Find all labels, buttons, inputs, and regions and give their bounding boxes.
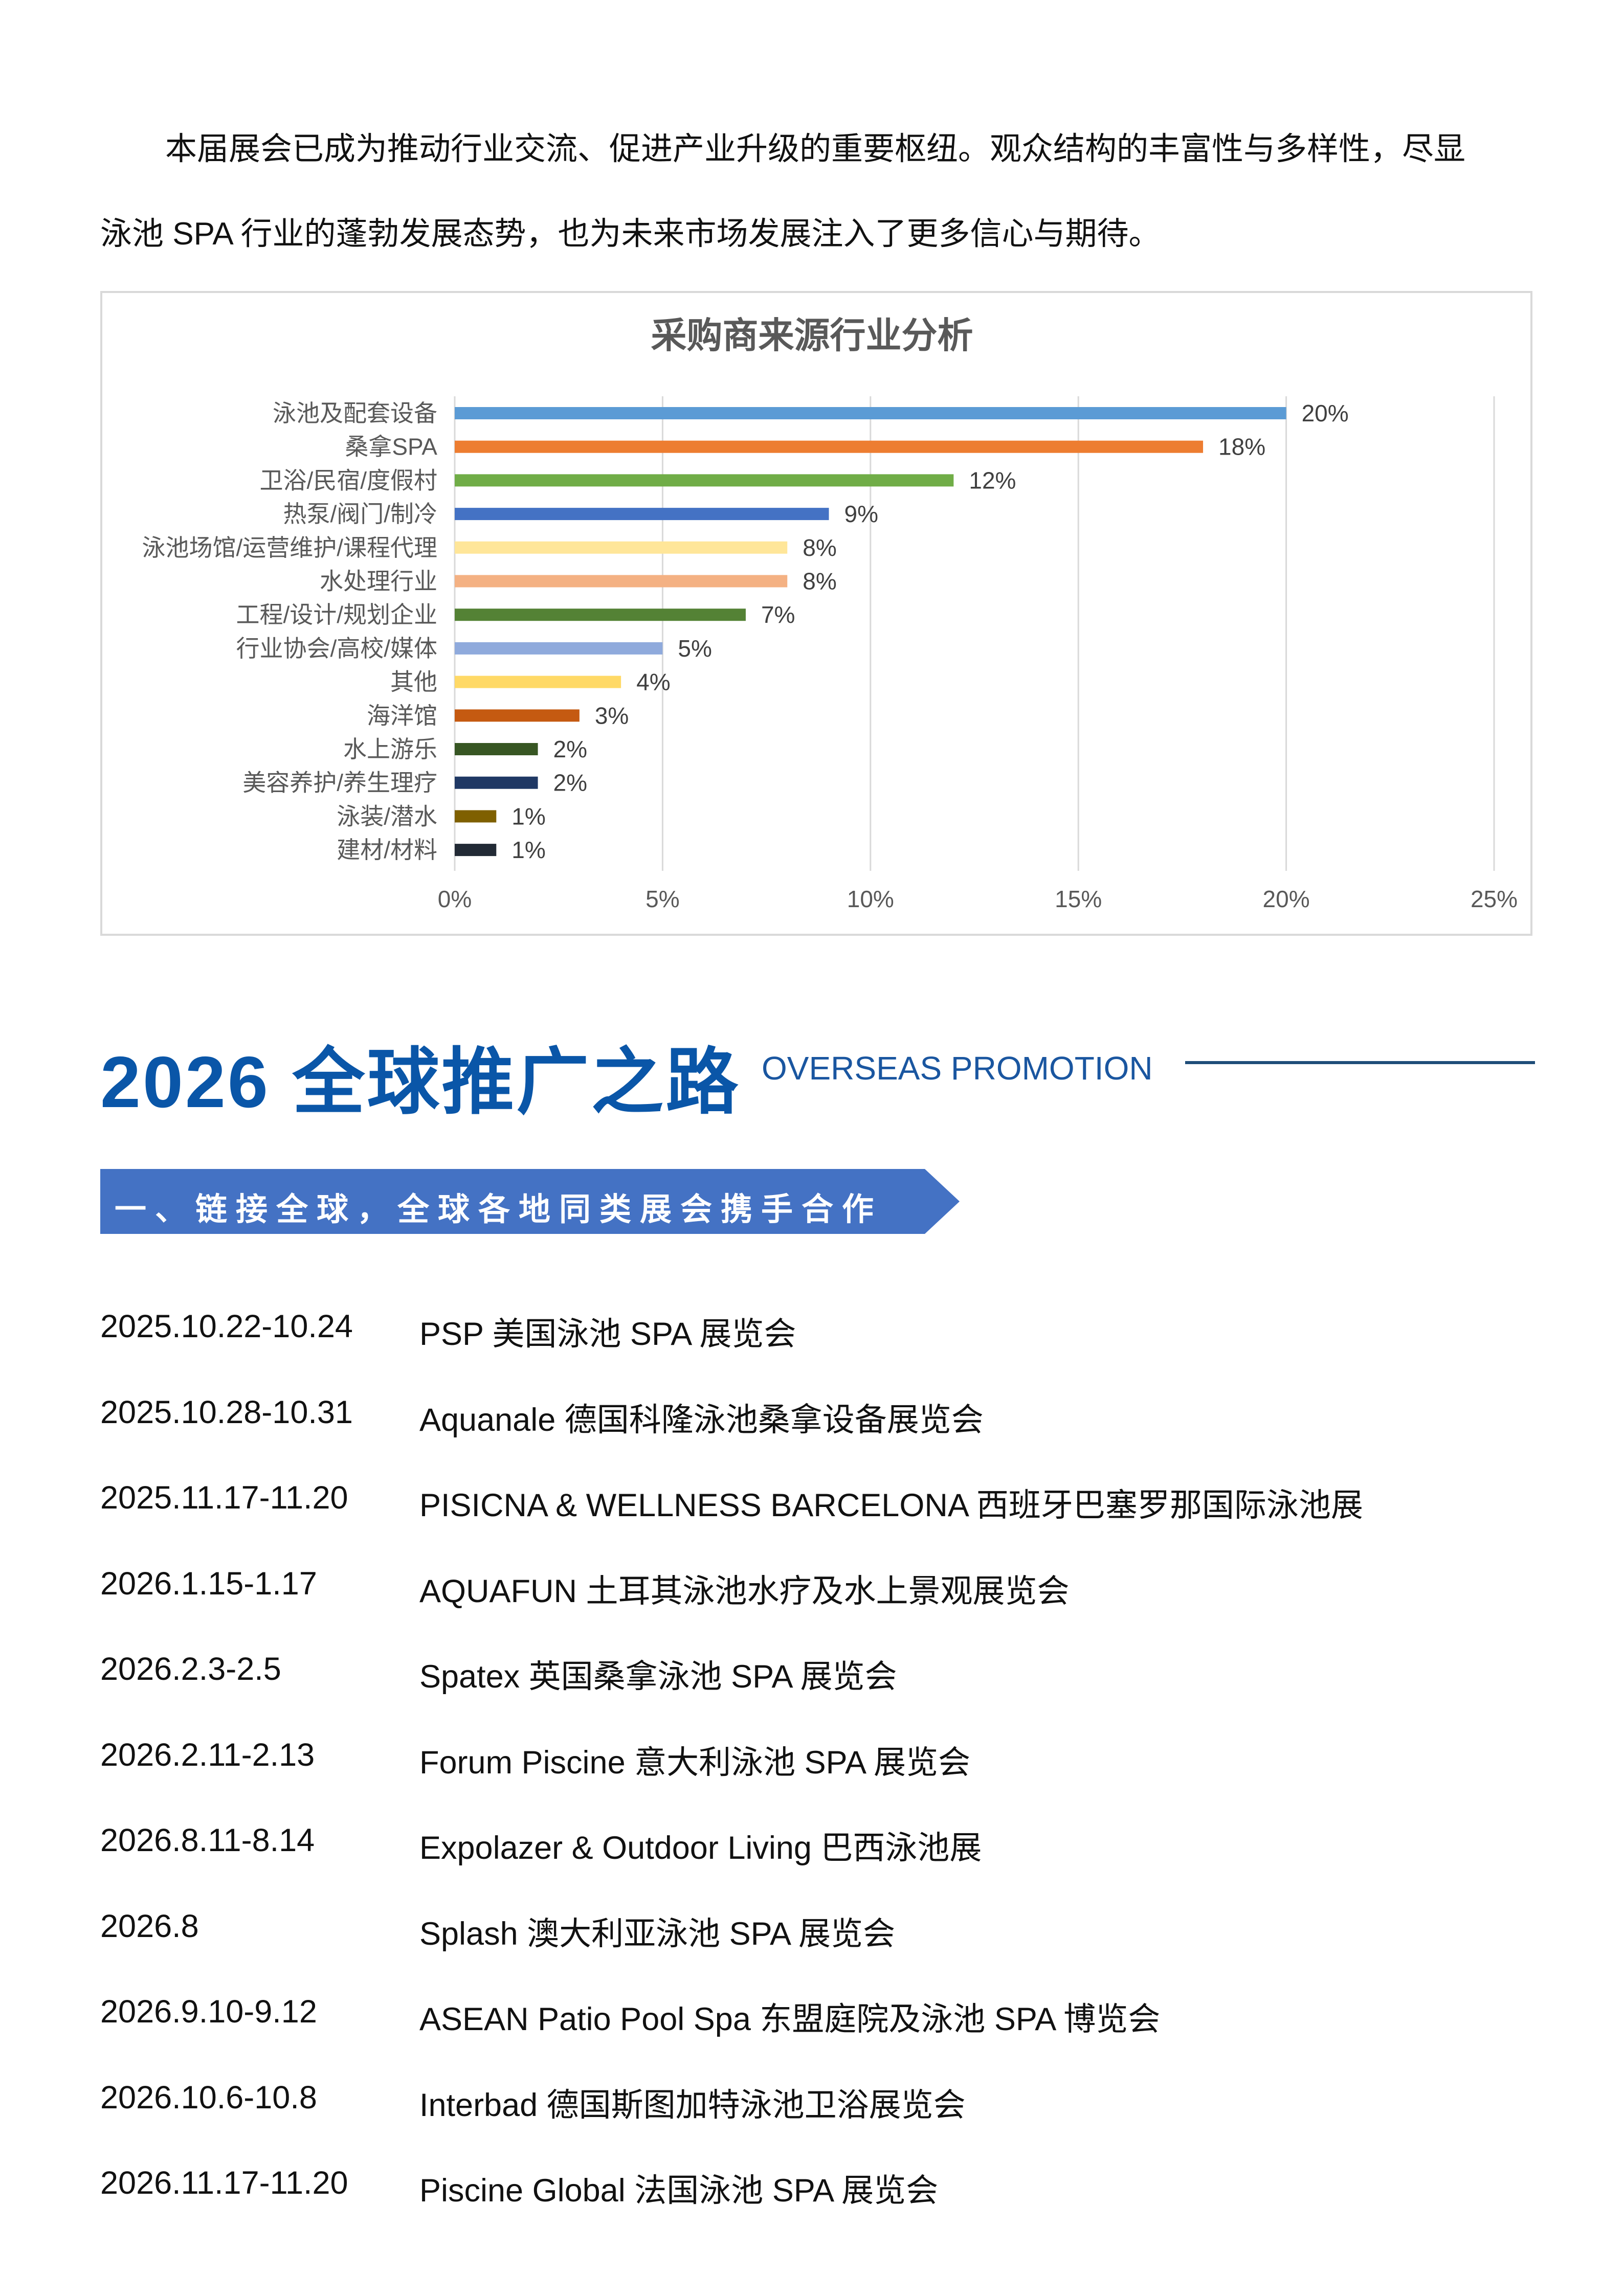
event-name: AQUAFUN 土耳其泳池水疗及水上景观展览会: [419, 1573, 1070, 1609]
event-date: 2025.11.17-11.20: [100, 1480, 348, 1516]
intro-line-2: 泳池 SPA 行业的蓬勃发展态势，也为未来市场发展注入了更多信心与期待。: [100, 216, 1161, 252]
category-label: 泳池及配套设备: [273, 400, 437, 426]
x-tick-label: 0%: [438, 886, 472, 912]
bar: [455, 709, 580, 722]
category-label: 工程/设计/规划企业: [236, 601, 437, 628]
category-label: 热泵/阀门/制冷: [283, 501, 437, 527]
category-label: 泳装/潜水: [337, 803, 437, 829]
bar: [455, 609, 746, 621]
bar: [455, 474, 954, 487]
data-label: 5%: [678, 635, 711, 662]
event-date: 2026.2.3-2.5: [100, 1651, 281, 1687]
category-label: 水处理行业: [320, 568, 437, 595]
bar: [455, 844, 497, 857]
section-subtitle: OVERSEAS PROMOTION: [762, 1050, 1153, 1087]
event-name: PSP 美国泳池 SPA 展览会: [419, 1316, 796, 1352]
event-date: 2026.8.11-8.14: [100, 1822, 315, 1858]
category-label: 泳池场馆/运营维护/课程代理: [142, 534, 437, 561]
data-label: 2%: [553, 736, 587, 762]
bar: [455, 743, 538, 755]
event-name: Expolazer & Outdoor Living 巴西泳池展: [419, 1830, 982, 1866]
data-label: 20%: [1302, 400, 1349, 426]
category-label: 水上游乐: [343, 736, 437, 762]
bar: [455, 440, 1204, 453]
x-tick-label: 25%: [1471, 886, 1518, 912]
section-banner: 一、链接全球，全球各地同类展会携手合作: [100, 1169, 960, 1234]
category-label: 其他: [390, 669, 437, 695]
event-date: 2026.10.6-10.8: [100, 2079, 317, 2115]
bar: [455, 407, 1286, 419]
event-name: PISICNA & WELLNESS BARCELONA 西班牙巴塞罗那国际泳池…: [419, 1488, 1363, 1523]
bar-chart: 0% 5% 10% 15% 20% 25% 泳池及配套设备 20% 桑拿SPA 18% 卫浴/民宿/…: [142, 396, 1518, 912]
event-name: Forum Piscine 意大利泳池 SPA 展览会: [419, 1744, 971, 1781]
event-name: Interbad 德国斯图加特泳池卫浴展览会: [419, 2087, 966, 2123]
bar: [455, 575, 788, 588]
category-label: 桑拿SPA: [345, 434, 437, 460]
data-label: 1%: [511, 837, 545, 863]
event-date: 2026.2.11-2.13: [100, 1737, 315, 1773]
section-title: 2026 全球推广之路: [100, 1042, 741, 1123]
event-name: Splash 澳大利亚泳池 SPA 展览会: [419, 1916, 896, 1952]
data-label: 2%: [553, 770, 587, 796]
data-label: 8%: [803, 534, 836, 561]
bar: [455, 508, 829, 521]
bar: [455, 541, 788, 554]
category-label: 建材/材料: [337, 837, 437, 863]
category-label: 卫浴/民宿/度假村: [259, 467, 437, 493]
data-label: 12%: [969, 467, 1016, 493]
chart-title: 采购商来源行业分析: [651, 316, 973, 355]
data-label: 7%: [761, 601, 795, 628]
x-tick-label: 5%: [646, 886, 679, 912]
bar: [455, 776, 538, 789]
x-tick-label: 20%: [1263, 886, 1310, 912]
event-date: 2025.10.22-10.24: [100, 1309, 353, 1344]
data-label: 9%: [844, 501, 878, 527]
intro-line-1: 本届展会已成为推动行业交流、促进产业升级的重要枢纽。观众结构的丰富性与多样性，尽…: [165, 131, 1466, 167]
event-name: Aquanale 德国科隆泳池桑拿设备展览会: [419, 1402, 984, 1438]
event-date: 2026.8: [100, 1908, 199, 1944]
category-label: 海洋馆: [367, 702, 437, 729]
event-date: 2026.11.17-11.20: [100, 2165, 348, 2201]
chart-frame: [100, 291, 1532, 936]
x-tick-label: 10%: [847, 886, 894, 912]
event-name: Piscine Global 法国泳池 SPA 展览会: [419, 2173, 939, 2209]
bar: [455, 810, 497, 823]
banner-text: 一、链接全球，全球各地同类展会携手合作: [115, 1192, 883, 1227]
data-label: 8%: [803, 568, 836, 595]
bar: [455, 642, 663, 655]
data-label: 3%: [595, 702, 629, 729]
event-date: 2025.10.28-10.31: [100, 1394, 353, 1430]
data-label: 1%: [511, 803, 545, 829]
event-name: ASEAN Patio Pool Spa 东盟庭院及泳池 SPA 博览会: [419, 2001, 1161, 2037]
data-label: 18%: [1218, 434, 1265, 460]
bar: [455, 676, 621, 688]
event-date: 2026.9.10-9.12: [100, 1994, 317, 2030]
event-date: 2026.1.15-1.17: [100, 1565, 317, 1602]
x-tick-label: 15%: [1055, 886, 1102, 912]
divider-line: [1185, 1061, 1535, 1064]
category-label: 美容养护/养生理疗: [242, 770, 437, 796]
data-label: 4%: [636, 669, 670, 695]
event-name: Spatex 英国桑拿泳池 SPA 展览会: [419, 1659, 897, 1695]
category-label: 行业协会/高校/媒体: [236, 635, 437, 662]
